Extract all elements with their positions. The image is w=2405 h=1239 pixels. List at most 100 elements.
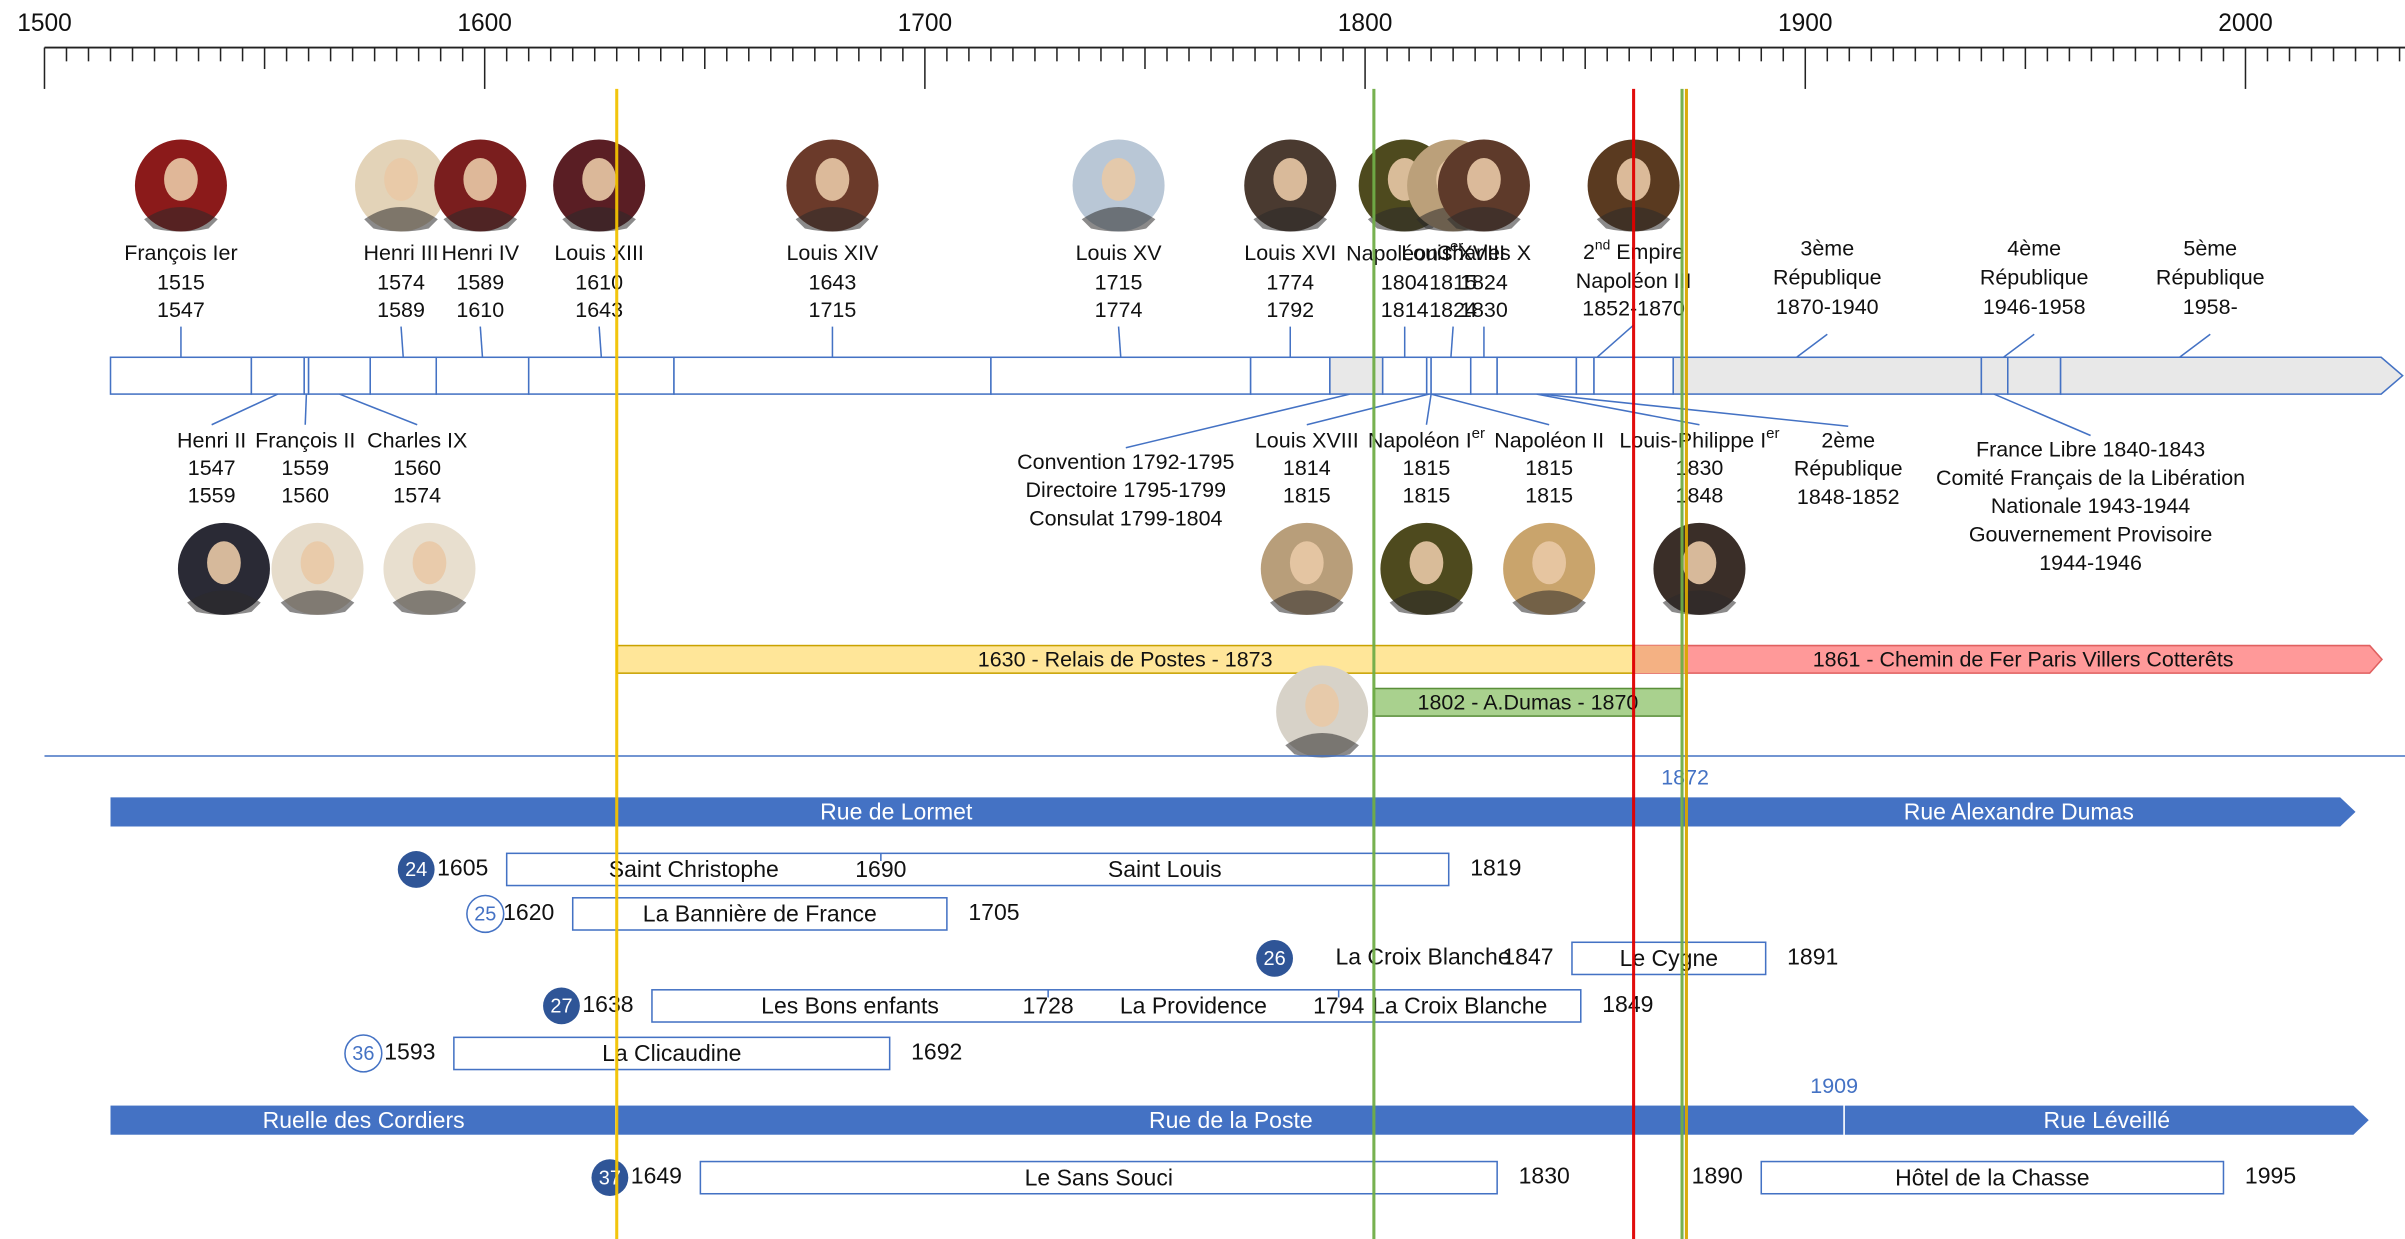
ruler-connector xyxy=(2003,333,2035,358)
house-period-box xyxy=(453,1036,891,1071)
house-name: La Clicaudine xyxy=(602,1040,741,1066)
ruler-connector xyxy=(400,326,405,358)
ruler-years: 1560 xyxy=(281,483,329,507)
louis-xviii-1814-portrait xyxy=(1260,522,1353,615)
house-period-box xyxy=(1571,941,1767,976)
house-name: La Croix Blanche xyxy=(1372,993,1547,1019)
ruler-years: 1715 xyxy=(1095,270,1143,294)
louis-xiii-portrait xyxy=(553,139,646,232)
reign-segment xyxy=(1980,356,2009,395)
henri-ii-portrait xyxy=(177,522,270,615)
ruler-years: 1815 xyxy=(1429,270,1477,294)
reign-segment xyxy=(527,356,675,395)
ruler-label: 2nd Empire xyxy=(1583,237,1684,264)
henri-iii-portrait xyxy=(355,139,448,232)
francois-ier-portrait-face xyxy=(164,157,198,201)
ruler-years: 1610 xyxy=(575,270,623,294)
reign-segment xyxy=(2007,356,2062,395)
ruler-label: Henri IV xyxy=(441,241,519,265)
ruler-years: 1560 xyxy=(393,456,441,480)
ruler-label: François II xyxy=(255,428,355,452)
francois-ier-portrait xyxy=(134,139,227,232)
henri-iv-portrait-bust xyxy=(443,207,518,232)
ruler-connector xyxy=(211,393,279,426)
street-name: Rue Léveillé xyxy=(2044,1107,2171,1133)
axis-label: 1800 xyxy=(1338,10,1393,37)
house-number: 27 xyxy=(550,996,572,1018)
ruler-label: République xyxy=(1773,266,1882,290)
ruler-years: 1574 xyxy=(377,270,425,294)
street-name: Ruelle des Cordiers xyxy=(263,1107,465,1133)
ruler-connector xyxy=(1425,393,1432,425)
ruler-label: Charles IX xyxy=(367,428,467,452)
ruler-label: 5ème xyxy=(2183,237,2237,261)
ruler-connector xyxy=(2179,333,2211,358)
dumas-portrait-bust xyxy=(1285,732,1359,758)
francois-ii-portrait xyxy=(271,522,364,615)
ruler-years: 1814 xyxy=(1283,456,1331,480)
house-former-name: La Croix Blanche xyxy=(1335,943,1510,969)
ruler-years: 1814 xyxy=(1381,298,1429,322)
charles-ix-portrait xyxy=(383,522,476,615)
house-number: 36 xyxy=(352,1043,374,1065)
house-start-year: 1620 xyxy=(503,899,554,925)
house-number: 26 xyxy=(1264,948,1286,970)
ruler-connector xyxy=(1796,333,1828,358)
louis-xv-portrait-face xyxy=(1101,157,1136,201)
charles-x-portrait xyxy=(1437,139,1530,232)
ruler-connector xyxy=(1541,393,1849,428)
axis-label: 1700 xyxy=(898,10,953,37)
ruler-years: 1815 xyxy=(1525,483,1573,507)
ruler-years: 1589 xyxy=(456,270,504,294)
ruler-connector xyxy=(1125,393,1350,449)
street-arrow xyxy=(1844,1105,2369,1135)
reign-segment xyxy=(369,356,438,395)
axis-label: 1500 xyxy=(17,10,72,37)
ruler-label: 3ème xyxy=(1800,237,1854,261)
reign-segment xyxy=(990,356,1252,395)
ruler-label: 1946-1958 xyxy=(1983,295,2086,319)
napoleon-ii-portrait xyxy=(1503,522,1596,615)
ruler-years: 1547 xyxy=(157,298,205,322)
house-number: 24 xyxy=(405,859,427,881)
street-name: Rue de la Poste xyxy=(1149,1107,1313,1133)
ruler-label: France Libre 1840-1843 xyxy=(1976,437,2205,461)
ruler-connector xyxy=(598,326,603,358)
ruler-label: François Ier xyxy=(124,241,237,265)
reign-segment xyxy=(1469,356,1498,395)
reign-segment xyxy=(2059,356,2404,395)
house-name: Saint Christophe xyxy=(609,856,779,882)
ruler-connector xyxy=(1536,393,1700,426)
ruler-years: 1774 xyxy=(1266,270,1314,294)
ruler-years: 1815 xyxy=(1283,483,1331,507)
house-number-badge xyxy=(344,1034,383,1073)
ruler-label: Louis XVIII xyxy=(1255,428,1359,452)
house-start-year: 1605 xyxy=(437,855,488,881)
charles-x-portrait-bust xyxy=(1447,207,1521,232)
street-arrow xyxy=(110,797,1681,827)
ruler-label: République xyxy=(2156,266,2265,290)
henri-iv-portrait xyxy=(434,139,527,232)
francois-ii-portrait-bust xyxy=(280,590,355,615)
street-arrow xyxy=(1682,797,2356,827)
ruler-connector xyxy=(1306,393,1430,426)
house-end-year: 1995 xyxy=(2245,1163,2296,1189)
house-end-year: 1849 xyxy=(1602,991,1653,1017)
ruler-years: 1559 xyxy=(188,483,236,507)
reign-segment xyxy=(1496,356,1578,395)
dumas-portrait xyxy=(1276,665,1369,758)
relais-de-postes-label: 1630 - Relais de Postes - 1873 xyxy=(978,648,1273,672)
reign-segment xyxy=(1672,356,1983,395)
reign-segment xyxy=(435,356,530,395)
ruler-label: 1944-1946 xyxy=(2039,551,2142,575)
house-end-year: 1819 xyxy=(1470,855,1521,881)
ruler-years: 1643 xyxy=(809,270,857,294)
house-change-year: 1794 xyxy=(1313,993,1364,1019)
reign-segment xyxy=(1575,356,1595,395)
ruler-connector xyxy=(479,326,484,358)
street-name: Rue de Lormet xyxy=(820,799,973,825)
henri-ii-portrait-bust xyxy=(187,590,261,615)
henri-ii-portrait-face xyxy=(207,541,241,585)
ruler-years: 1824 xyxy=(1460,270,1508,294)
street-arrow xyxy=(110,1105,616,1135)
